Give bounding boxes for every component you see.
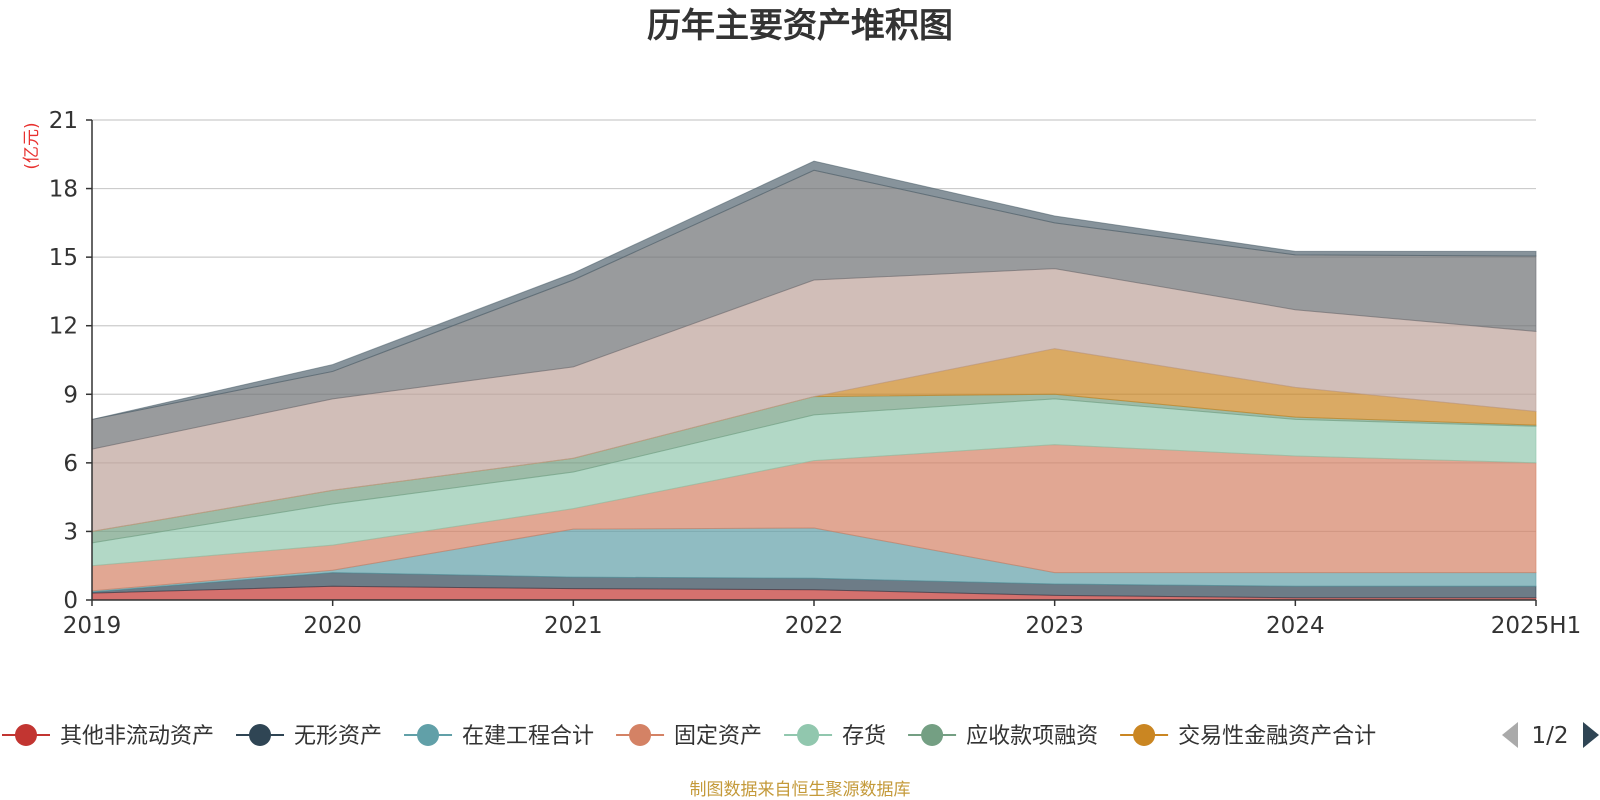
legend-item-3[interactable]: 在建工程合计 xyxy=(404,724,594,749)
legend-label: 无形资产 xyxy=(294,724,382,749)
legend: 其他非流动资产 无形资产 在建工程合计 固定资产 存货 应收款项融资 交易性金融资产合计 xyxy=(2,724,1376,749)
y-tick-label: 12 xyxy=(49,314,78,340)
legend-marker-icon xyxy=(1133,724,1156,746)
legend-label: 应收款项融资 xyxy=(966,724,1098,749)
y-tick-label: 9 xyxy=(63,382,78,408)
x-tick-labels: 2019 2020 2021 2022 2023 2024 2025H1 xyxy=(63,600,1581,639)
x-tick-label: 2024 xyxy=(1266,613,1325,639)
legend-label: 在建工程合计 xyxy=(462,724,594,749)
y-tick-label: 3 xyxy=(63,519,78,545)
legend-pager: 1/2 xyxy=(1502,722,1599,749)
legend-next-page-icon[interactable] xyxy=(1583,722,1599,748)
legend-item-5[interactable]: 存货 xyxy=(784,724,886,749)
y-tick-label: 21 xyxy=(49,108,78,134)
x-tick-label: 2025H1 xyxy=(1491,613,1581,639)
legend-item-4[interactable]: 固定资产 xyxy=(616,724,762,749)
legend-item-6[interactable]: 应收款项融资 xyxy=(908,724,1098,749)
legend-marker-icon xyxy=(921,724,944,746)
legend-item-7[interactable]: 交易性金融资产合计 xyxy=(1120,724,1376,749)
legend-marker-icon xyxy=(629,724,652,746)
legend-marker-icon xyxy=(15,724,37,746)
x-tick-label: 2020 xyxy=(303,613,362,639)
legend-label: 交易性金融资产合计 xyxy=(1178,724,1376,749)
y-tick-label: 15 xyxy=(49,245,78,271)
legend-label: 固定资产 xyxy=(674,724,762,749)
legend-item-2[interactable]: 无形资产 xyxy=(236,724,382,749)
x-tick-label: 2021 xyxy=(544,613,603,639)
x-tick-label: 2023 xyxy=(1025,613,1084,639)
legend-item-1[interactable]: 其他非流动资产 xyxy=(2,724,214,749)
y-tick-label: 6 xyxy=(63,451,78,477)
x-tick-label: 2022 xyxy=(785,613,844,639)
x-tick-label: 2019 xyxy=(63,613,122,639)
source-note: 制图数据来自恒生聚源数据库 xyxy=(690,780,911,800)
stacked-areas xyxy=(91,160,1537,601)
area-series-10 xyxy=(91,160,1537,420)
legend-page-indicator: 1/2 xyxy=(1531,723,1568,749)
y-tick-label: 18 xyxy=(49,177,78,203)
y-tick-label: 0 xyxy=(63,588,78,614)
legend-marker-icon xyxy=(249,724,272,746)
legend-marker-icon xyxy=(417,724,440,746)
chart-title: 历年主要资产堆积图 xyxy=(647,6,953,46)
y-axis-unit: (亿元) xyxy=(22,122,42,169)
legend-prev-page-icon[interactable] xyxy=(1502,722,1518,748)
legend-marker-icon xyxy=(797,724,820,746)
legend-label: 其他非流动资产 xyxy=(60,724,214,749)
legend-label: 存货 xyxy=(842,724,886,749)
y-tick-labels: 0 3 6 9 12 15 18 21 xyxy=(49,108,92,614)
